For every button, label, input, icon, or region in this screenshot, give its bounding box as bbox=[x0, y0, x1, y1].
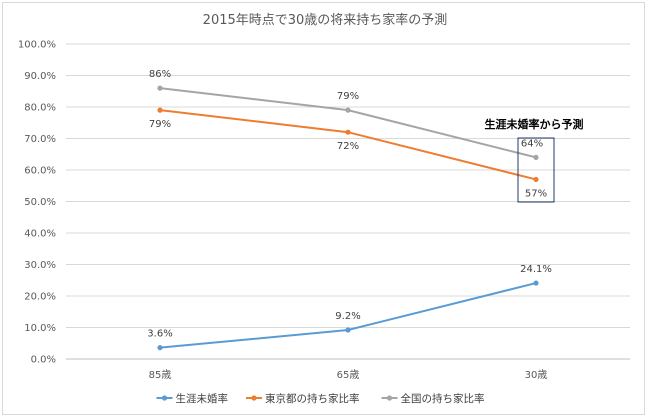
y-tick-label: 0.0% bbox=[31, 355, 56, 366]
data-point bbox=[157, 107, 163, 113]
chart-title: 2015年時点で30歳の将来持ち家率の予測 bbox=[203, 12, 448, 28]
y-tick-label: 90.0% bbox=[24, 71, 56, 82]
data-label: 79% bbox=[337, 91, 359, 102]
data-point bbox=[345, 107, 351, 113]
data-label: 64% bbox=[521, 138, 543, 149]
y-tick-label: 30.0% bbox=[24, 260, 56, 271]
data-point bbox=[533, 154, 539, 160]
y-tick-label: 80.0% bbox=[24, 103, 56, 114]
data-point bbox=[345, 327, 351, 333]
data-point bbox=[533, 280, 539, 286]
data-point bbox=[157, 345, 163, 351]
data-point bbox=[533, 176, 539, 183]
data-point bbox=[345, 129, 351, 135]
data-label: 57% bbox=[525, 188, 547, 199]
x-tick-label: 30歳 bbox=[525, 369, 548, 381]
y-tick-label: 10.0% bbox=[24, 323, 56, 334]
data-label: 86% bbox=[149, 69, 171, 80]
y-tick-label: 100.0% bbox=[18, 40, 56, 51]
annotation-text: 生涯未婚率から予測 bbox=[485, 117, 584, 131]
y-tick-label: 60.0% bbox=[24, 166, 56, 177]
legend-label: 全国の持ち家比率 bbox=[401, 392, 485, 405]
y-tick-label: 20.0% bbox=[24, 292, 56, 303]
legend-marker bbox=[386, 395, 393, 401]
legend-marker bbox=[251, 395, 257, 401]
data-point bbox=[157, 85, 163, 91]
legend-label: 東京都の持ち家比率 bbox=[265, 392, 360, 405]
x-tick-label: 85歳 bbox=[149, 369, 172, 381]
y-tick-label: 40.0% bbox=[24, 229, 56, 240]
y-tick-label: 50.0% bbox=[24, 197, 56, 208]
x-tick-label: 65歳 bbox=[337, 369, 360, 381]
data-label: 9.2% bbox=[335, 311, 360, 322]
data-label: 79% bbox=[149, 119, 171, 130]
annotation-box bbox=[517, 137, 555, 203]
legend-label: 生涯未婚率 bbox=[176, 392, 229, 405]
legend-marker bbox=[161, 395, 168, 401]
data-label: 24.1% bbox=[520, 264, 552, 275]
data-label: 3.6% bbox=[147, 329, 172, 340]
y-tick-label: 70.0% bbox=[24, 134, 56, 145]
chart-frame bbox=[2, 2, 645, 415]
data-label: 72% bbox=[337, 141, 359, 152]
